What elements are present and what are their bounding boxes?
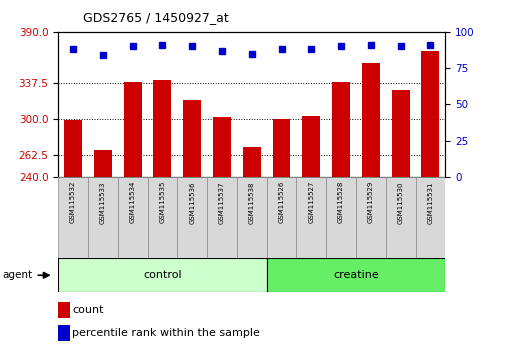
Text: creatine: creatine: [332, 270, 378, 280]
Text: count: count: [72, 305, 104, 315]
Bar: [331, 82, 349, 177]
Bar: [242, 147, 260, 177]
Bar: [183, 99, 200, 177]
Text: GSM115530: GSM115530: [397, 181, 403, 224]
Text: GSM115526: GSM115526: [278, 181, 284, 223]
Text: GSM115528: GSM115528: [337, 181, 343, 223]
Bar: [88, 177, 118, 258]
Bar: [153, 80, 171, 177]
Bar: [58, 177, 88, 258]
Bar: [58, 325, 70, 341]
Bar: [147, 177, 177, 258]
Text: GSM115538: GSM115538: [248, 181, 254, 224]
Bar: [421, 51, 438, 177]
Text: GDS2765 / 1450927_at: GDS2765 / 1450927_at: [83, 11, 229, 24]
Bar: [177, 177, 207, 258]
Bar: [236, 177, 266, 258]
Bar: [94, 150, 112, 177]
Bar: [326, 177, 355, 258]
Bar: [266, 177, 296, 258]
Bar: [272, 119, 290, 177]
Text: GSM115535: GSM115535: [159, 181, 165, 223]
Bar: [58, 258, 266, 292]
Bar: [213, 117, 230, 177]
Bar: [266, 258, 444, 292]
Text: GSM115532: GSM115532: [70, 181, 76, 223]
Bar: [118, 177, 147, 258]
Text: GSM115527: GSM115527: [308, 181, 314, 223]
Text: GSM115531: GSM115531: [427, 181, 433, 224]
Bar: [361, 63, 379, 177]
Text: GSM115536: GSM115536: [189, 181, 195, 224]
Text: GSM115537: GSM115537: [219, 181, 225, 224]
Bar: [64, 120, 82, 177]
Bar: [355, 177, 385, 258]
Bar: [385, 177, 415, 258]
Text: GSM115534: GSM115534: [129, 181, 135, 223]
Text: GSM115529: GSM115529: [367, 181, 373, 223]
Bar: [296, 177, 326, 258]
Text: GSM115533: GSM115533: [99, 181, 106, 224]
Bar: [58, 302, 70, 318]
Bar: [207, 177, 236, 258]
Text: control: control: [143, 270, 181, 280]
Bar: [391, 90, 409, 177]
Bar: [415, 177, 444, 258]
Text: agent: agent: [3, 270, 33, 280]
Text: percentile rank within the sample: percentile rank within the sample: [72, 328, 260, 338]
Bar: [123, 82, 141, 177]
Bar: [302, 116, 320, 177]
